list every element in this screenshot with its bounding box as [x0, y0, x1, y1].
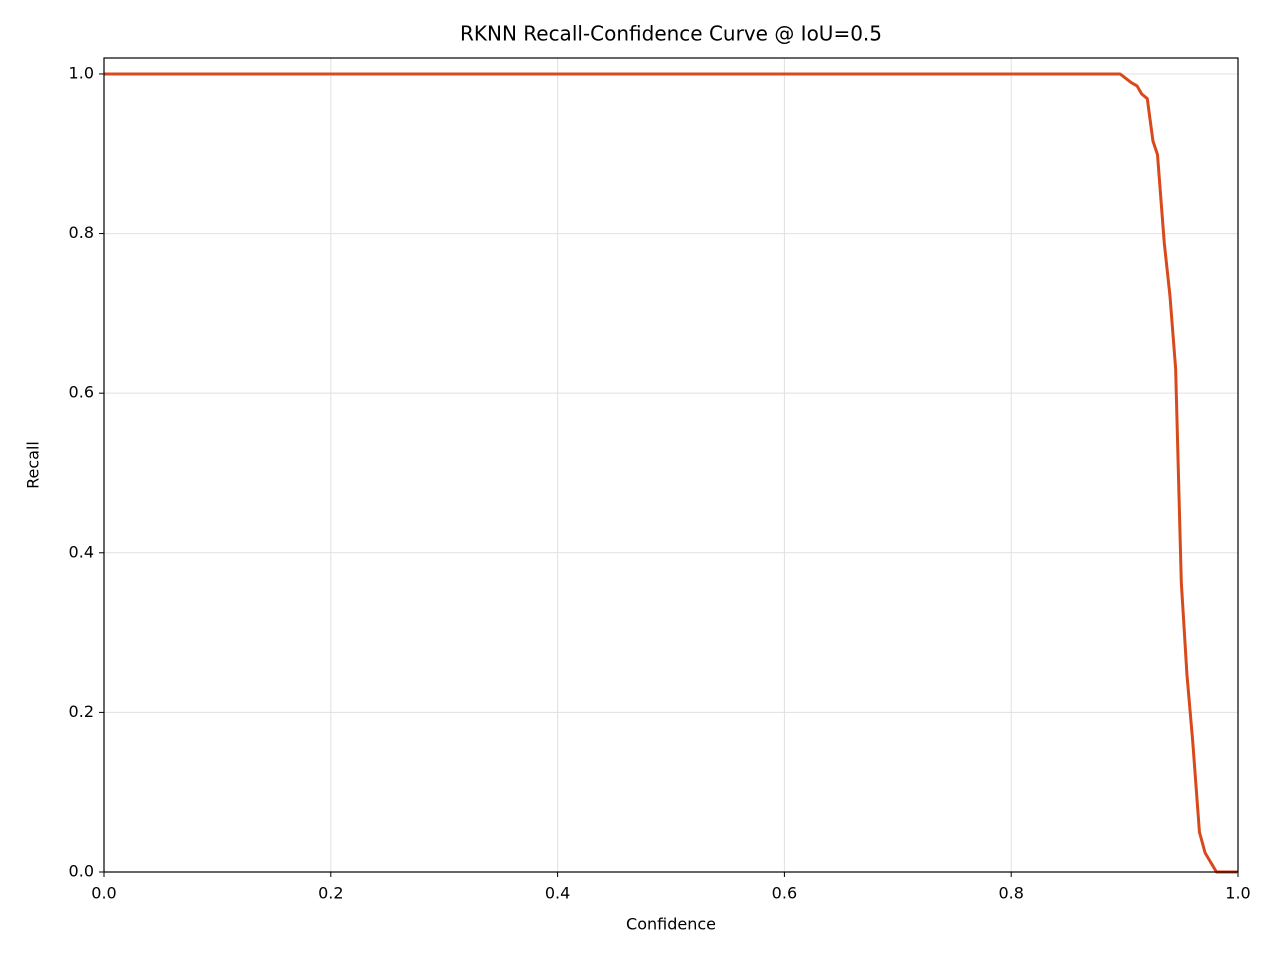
- y-tick-label: 0.2: [69, 702, 94, 721]
- y-tick-label: 0.8: [69, 223, 94, 242]
- y-tick-label: 0.6: [69, 383, 94, 402]
- x-tick-label: 0.4: [545, 884, 570, 903]
- x-axis-label: Confidence: [626, 915, 716, 934]
- y-tick-label: 0.0: [69, 862, 94, 881]
- x-tick-label: 0.6: [772, 884, 797, 903]
- chart-title: RKNN Recall-Confidence Curve @ IoU=0.5: [460, 22, 882, 46]
- x-tick-label: 0.8: [998, 884, 1023, 903]
- plot-frame: [103, 57, 1239, 873]
- x-tick-label: 1.0: [1225, 884, 1250, 903]
- y-tick-label: 1.0: [69, 63, 94, 82]
- y-tick-label: 0.4: [69, 542, 94, 561]
- x-tick-label: 0.2: [318, 884, 343, 903]
- y-axis-label: Recall: [24, 441, 43, 489]
- x-tick-label: 0.0: [91, 884, 116, 903]
- series-line: [104, 72, 1238, 874]
